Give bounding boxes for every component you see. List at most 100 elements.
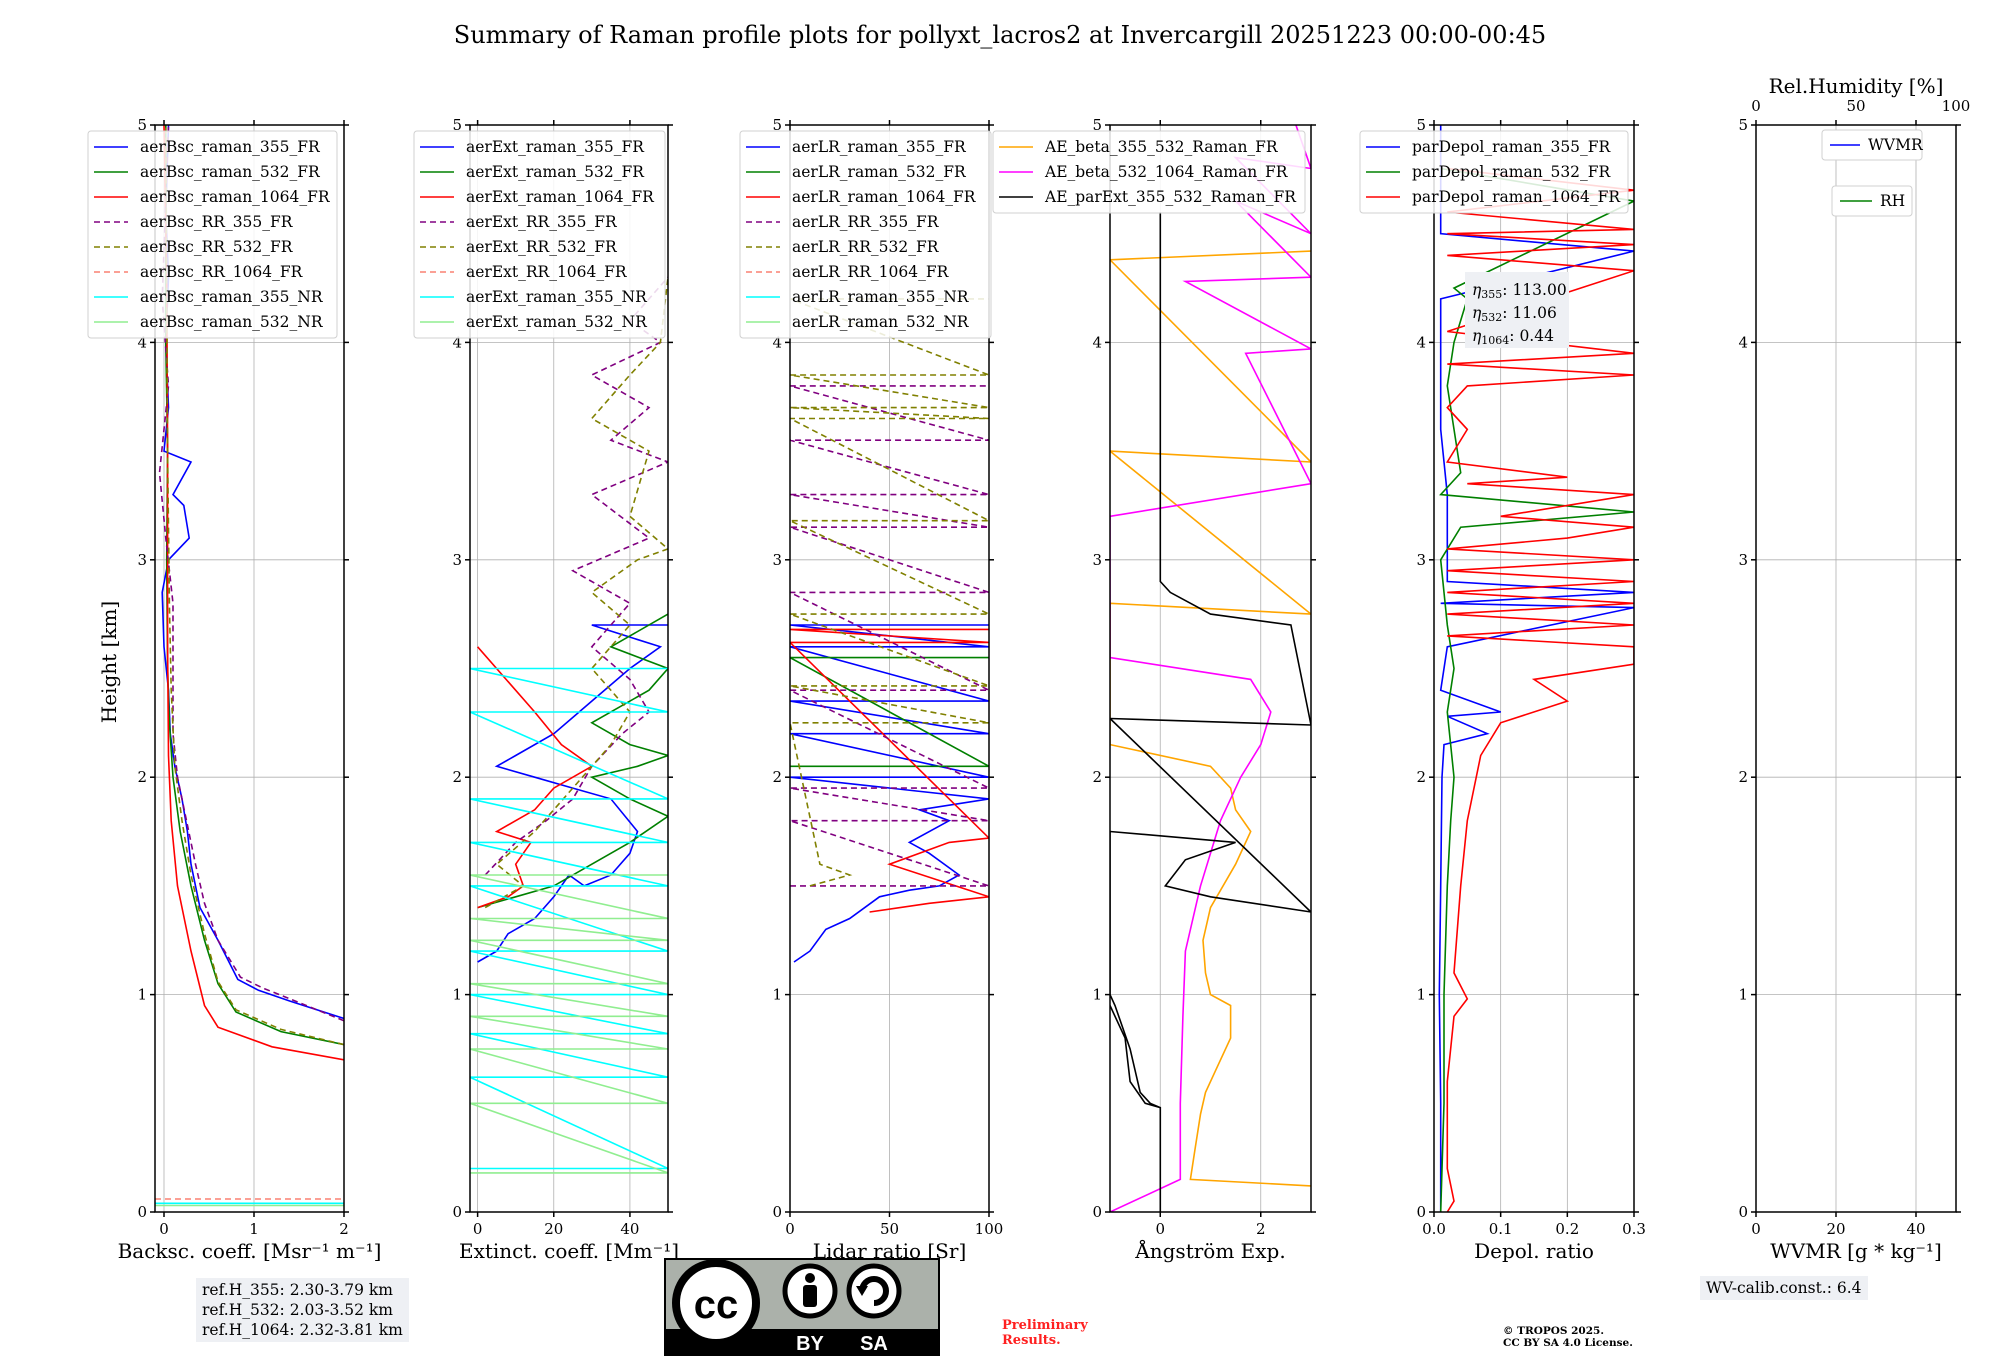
y-tick-label: 3 [137,551,147,569]
x-tick-label: 0.3 [1622,1220,1646,1238]
eta-subscript: 532 [1481,311,1502,324]
y-tick-label: 2 [1416,768,1426,786]
eta-value: : 113.00 [1502,281,1566,299]
series-aerLR_raman_532_FR [790,656,989,768]
y-tick-label: 4 [1092,333,1102,351]
y-tick-label: 0 [1416,1203,1426,1221]
y-tick-label: 2 [772,768,782,786]
preliminary-line-1: Preliminary [1002,1318,1088,1333]
x-tick-label: 0.1 [1489,1220,1513,1238]
top-tick-label: 100 [1942,97,1971,115]
x-axis-label: Backsc. coeff. [Msr⁻¹ m⁻¹] [118,1239,382,1263]
legend-box [739,130,992,339]
series-aerBsc_RR_532_FR [165,125,344,1046]
y-tick-label: 0 [1092,1203,1102,1221]
y-tick-label: 5 [452,116,462,134]
plot-frame [1109,124,1312,1213]
x-tick-label: 1 [249,1220,259,1238]
x-tick-label: 100 [975,1220,1004,1238]
legend-entry: aerLR_raman_532_FR [792,163,967,181]
legend-entry-rh: RH [1880,192,1905,210]
series-aerExt_RR_532_FR [484,277,668,909]
x-axis-label: Ångström Exp. [1134,1238,1285,1263]
legend-entry: aerExt_RR_1064_FR [466,263,628,281]
y-tick-label: 4 [1738,333,1748,351]
legend-entry: aerBsc_RR_355_FR [140,213,294,231]
y-tick-label: 2 [137,768,147,786]
legend-entry: aerLR_raman_532_NR [792,313,970,331]
ref-height-1064: ref.H_1064: 2.32-3.81 km [202,1321,403,1339]
x-tick-label: 0.0 [1422,1220,1446,1238]
share-alike-arrow [859,1276,889,1306]
legend-entry: aerLR_RR_355_FR [792,213,940,231]
legend-entry-wvmr: WVMR [1868,136,1924,154]
series-AE_parExt_355_532_Raman_FR [1110,212,1311,1212]
y-tick-label: 3 [1092,551,1102,569]
x-tick-label: 0 [159,1220,169,1238]
copyright-note: © TROPOS 2025. CC BY SA 4.0 License. [1503,1325,1633,1349]
legend-entry: aerExt_raman_532_NR [466,313,648,331]
legend-entry: aerExt_raman_1064_FR [466,188,655,206]
copyright-line-2: CC BY SA 4.0 License. [1503,1337,1633,1349]
y-tick-label: 0 [1738,1203,1748,1221]
legend-entry: AE_beta_355_532_Raman_FR [1044,138,1279,156]
series-parDepol_raman_355_FR [1438,125,1634,1212]
y-tick-label: 1 [452,986,462,1004]
preliminary-line-2: Results. [1002,1333,1061,1348]
series-AE_beta_355_532_Raman_FR [1110,250,1311,1187]
legend-entry: aerLR_RR_532_FR [792,238,940,256]
legend-entry: aerBsc_RR_1064_FR [140,263,304,281]
legend-entry: parDepol_raman_532_FR [1412,163,1612,181]
eta-subscript: 1064 [1481,334,1509,347]
legend-box [992,130,1306,214]
wv-calibration-box: WV-calib.const.: 6.4 [1700,1276,1868,1300]
x-tick-label: 0 [785,1220,795,1238]
eta-value: : 11.06 [1502,304,1557,322]
legend-entry: parDepol_raman_1064_FR [1412,188,1621,206]
x-axis-label: WVMR [g * kg⁻¹] [1770,1239,1942,1263]
x-tick-label: 50 [880,1220,899,1238]
legend-entry: aerExt_raman_355_FR [466,138,645,156]
x-tick-label: 40 [620,1220,639,1238]
y-tick-label: 0 [137,1203,147,1221]
top-axis-label: Rel.Humidity [%] [1769,74,1944,98]
y-tick-label: 2 [1092,768,1102,786]
legend-entry: aerBsc_raman_1064_FR [140,188,331,206]
y-tick-label: 1 [137,986,147,1004]
figure-title: Summary of Raman profile plots for polly… [454,21,1546,49]
legend-entry: AE_beta_532_1064_Raman_FR [1044,163,1289,181]
legend-entry: aerBsc_raman_532_FR [140,163,321,181]
y-tick-label: 0 [772,1203,782,1221]
plot-frame [1433,124,1635,1213]
legend-entry: AE_parExt_355_532_Raman_FR [1044,188,1297,206]
ref-height-532: ref.H_532: 2.03-3.52 km [202,1301,393,1319]
legend-entry: aerBsc_RR_532_FR [140,238,294,256]
top-tick-label: 0 [1751,97,1761,115]
legend-entry: aerBsc_raman_355_FR [140,138,321,156]
legend-entry: aerExt_raman_355_NR [466,288,648,306]
attribution-head [805,1273,815,1283]
legend-entry: aerBsc_raman_355_NR [140,288,324,306]
reference-heights-box: ref.H_355: 2.30-3.79 km ref.H_532: 2.03-… [196,1278,409,1342]
series-aerExt_raman_532_NR [470,874,668,1174]
legend-entry: aerLR_raman_355_NR [792,288,970,306]
plot-frame [1755,124,1957,1213]
y-tick-label: 2 [452,768,462,786]
legend-entry: aerLR_raman_1064_FR [792,188,977,206]
badge-sa-label: SA [860,1333,888,1355]
legend-box-wvmr [1821,129,1923,161]
legend-box [87,130,338,339]
y-tick-label: 3 [772,551,782,569]
x-axis-label: Extinct. coeff. [Mm⁻¹] [459,1239,679,1263]
series-AE_beta_532_1064_Raman_FR [1110,125,1311,1212]
eta-value: : 0.44 [1509,327,1554,345]
x-tick-label: 2 [339,1220,349,1238]
x-tick-label: 40 [1906,1220,1925,1238]
eta-annotation: η355: 113.00 [1472,281,1567,301]
eta-symbol: η [1472,281,1482,299]
y-tick-label: 4 [137,333,147,351]
legend-entry: aerExt_RR_355_FR [466,213,618,231]
